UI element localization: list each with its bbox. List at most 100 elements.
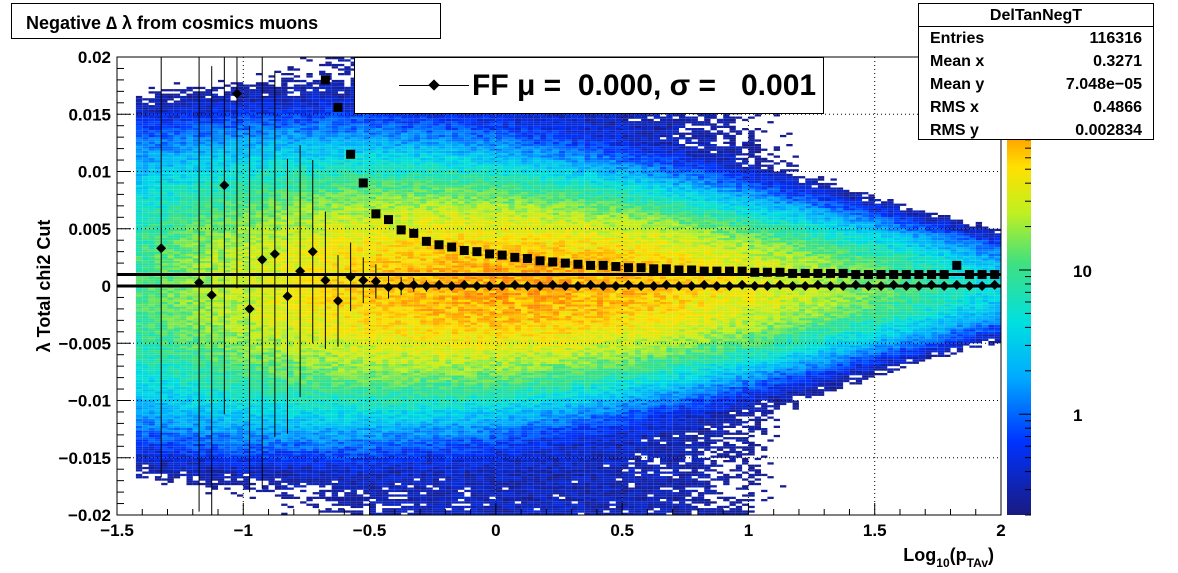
heatmap-cell [306,480,313,483]
heatmap-cell [287,306,294,309]
heatmap-cell [186,324,193,328]
heatmap-cell [255,357,263,360]
heatmap-cell [306,453,313,456]
heatmap-cell [192,292,200,296]
heatmap-cell [262,302,269,305]
heatmap-cell [186,405,193,408]
heatmap-cell [148,347,155,351]
heatmap-cell [180,107,187,110]
heatmap-cell [186,412,193,415]
heatmap-cell [186,182,193,186]
heatmap-cell [268,89,275,92]
heatmap-cell [135,267,143,270]
heatmap-cell [230,359,238,362]
heatmap-cell [142,350,149,353]
heatmap-cell [249,345,256,348]
heatmap-cell [218,176,225,179]
heatmap-cell [218,105,225,108]
heatmap-cell [300,244,307,248]
heatmap-cell [224,109,231,112]
heatmap-cell [161,350,168,353]
heatmap-cell [154,400,162,403]
heatmap-cell [243,450,250,454]
heatmap-cell [224,331,231,335]
heatmap-cell [173,116,181,119]
heatmap-cell [287,107,294,110]
heatmap-cell [230,331,238,335]
heatmap-cell [148,290,155,293]
heatmap-cell [192,306,200,309]
heatmap-cell [268,107,275,110]
heatmap-cell [237,315,244,319]
heatmap-cell [230,295,238,298]
heatmap-cell [312,359,320,362]
heatmap-cell [230,363,238,367]
heatmap-cell [199,256,206,259]
heatmap-cell [142,137,149,140]
heatmap-cell [249,302,256,305]
heatmap-cell [148,153,155,156]
heatmap-cell [237,329,244,332]
heatmap-cell [287,363,294,367]
heatmap-cell [281,366,288,369]
heatmap-cell [218,253,225,257]
heatmap-cell [218,109,225,112]
heatmap-cell [274,343,282,346]
heatmap-cell [199,405,206,408]
heatmap-cell [293,215,301,218]
heatmap-cell [262,331,269,335]
heatmap-cell [192,166,200,170]
heatmap-cell [135,324,143,328]
heatmap-cell [306,334,313,337]
heatmap-cell [230,423,238,426]
heatmap-cell [224,375,231,378]
heatmap-cell [249,416,256,419]
heatmap-cell [268,265,275,268]
heatmap-cell [293,189,301,193]
heatmap-cell [237,400,244,403]
heatmap-cell [205,409,212,412]
heatmap-cell [237,341,244,344]
heatmap-cell [192,446,200,449]
heatmap-cell [312,221,320,225]
heatmap-cell [167,128,174,131]
heatmap-cell [300,354,307,357]
heatmap-cell [281,95,288,99]
heatmap-cell [148,320,155,323]
heatmap-cell [262,357,269,360]
heatmap-cell [186,114,193,117]
heatmap-cell [167,423,174,426]
heatmap-cell [306,366,313,369]
heatmap-cell [293,292,301,296]
heatmap-cell [293,480,301,483]
heatmap-cell [274,185,282,188]
heatmap-cell [205,265,212,268]
heatmap-cell [274,311,282,314]
heatmap-cell [237,157,244,161]
heatmap-cell [287,118,294,122]
heatmap-cell [249,187,256,190]
heatmap-cell [293,322,301,325]
heatmap-cell [192,258,200,261]
heatmap-cell [180,368,187,371]
heatmap-cell [274,308,282,312]
heatmap-cell [148,258,155,261]
heatmap-cell [293,178,301,181]
heatmap-cell [312,263,320,266]
heatmap-cell [237,471,244,474]
heatmap-cell [142,398,149,401]
heatmap-cell [154,109,162,112]
heatmap-cell [161,157,168,161]
heatmap-cell [154,345,162,348]
heatmap-cell [167,290,174,293]
heatmap-cell [205,185,212,188]
heatmap-cell [230,311,238,314]
heatmap-cell [287,297,294,300]
heatmap-cell [274,114,282,117]
heatmap-cell [249,322,256,325]
heatmap-cell [218,327,225,330]
heatmap-cell [224,318,231,321]
heatmap-cell [167,359,174,362]
heatmap-cell [293,466,301,470]
heatmap-cell [262,412,269,415]
